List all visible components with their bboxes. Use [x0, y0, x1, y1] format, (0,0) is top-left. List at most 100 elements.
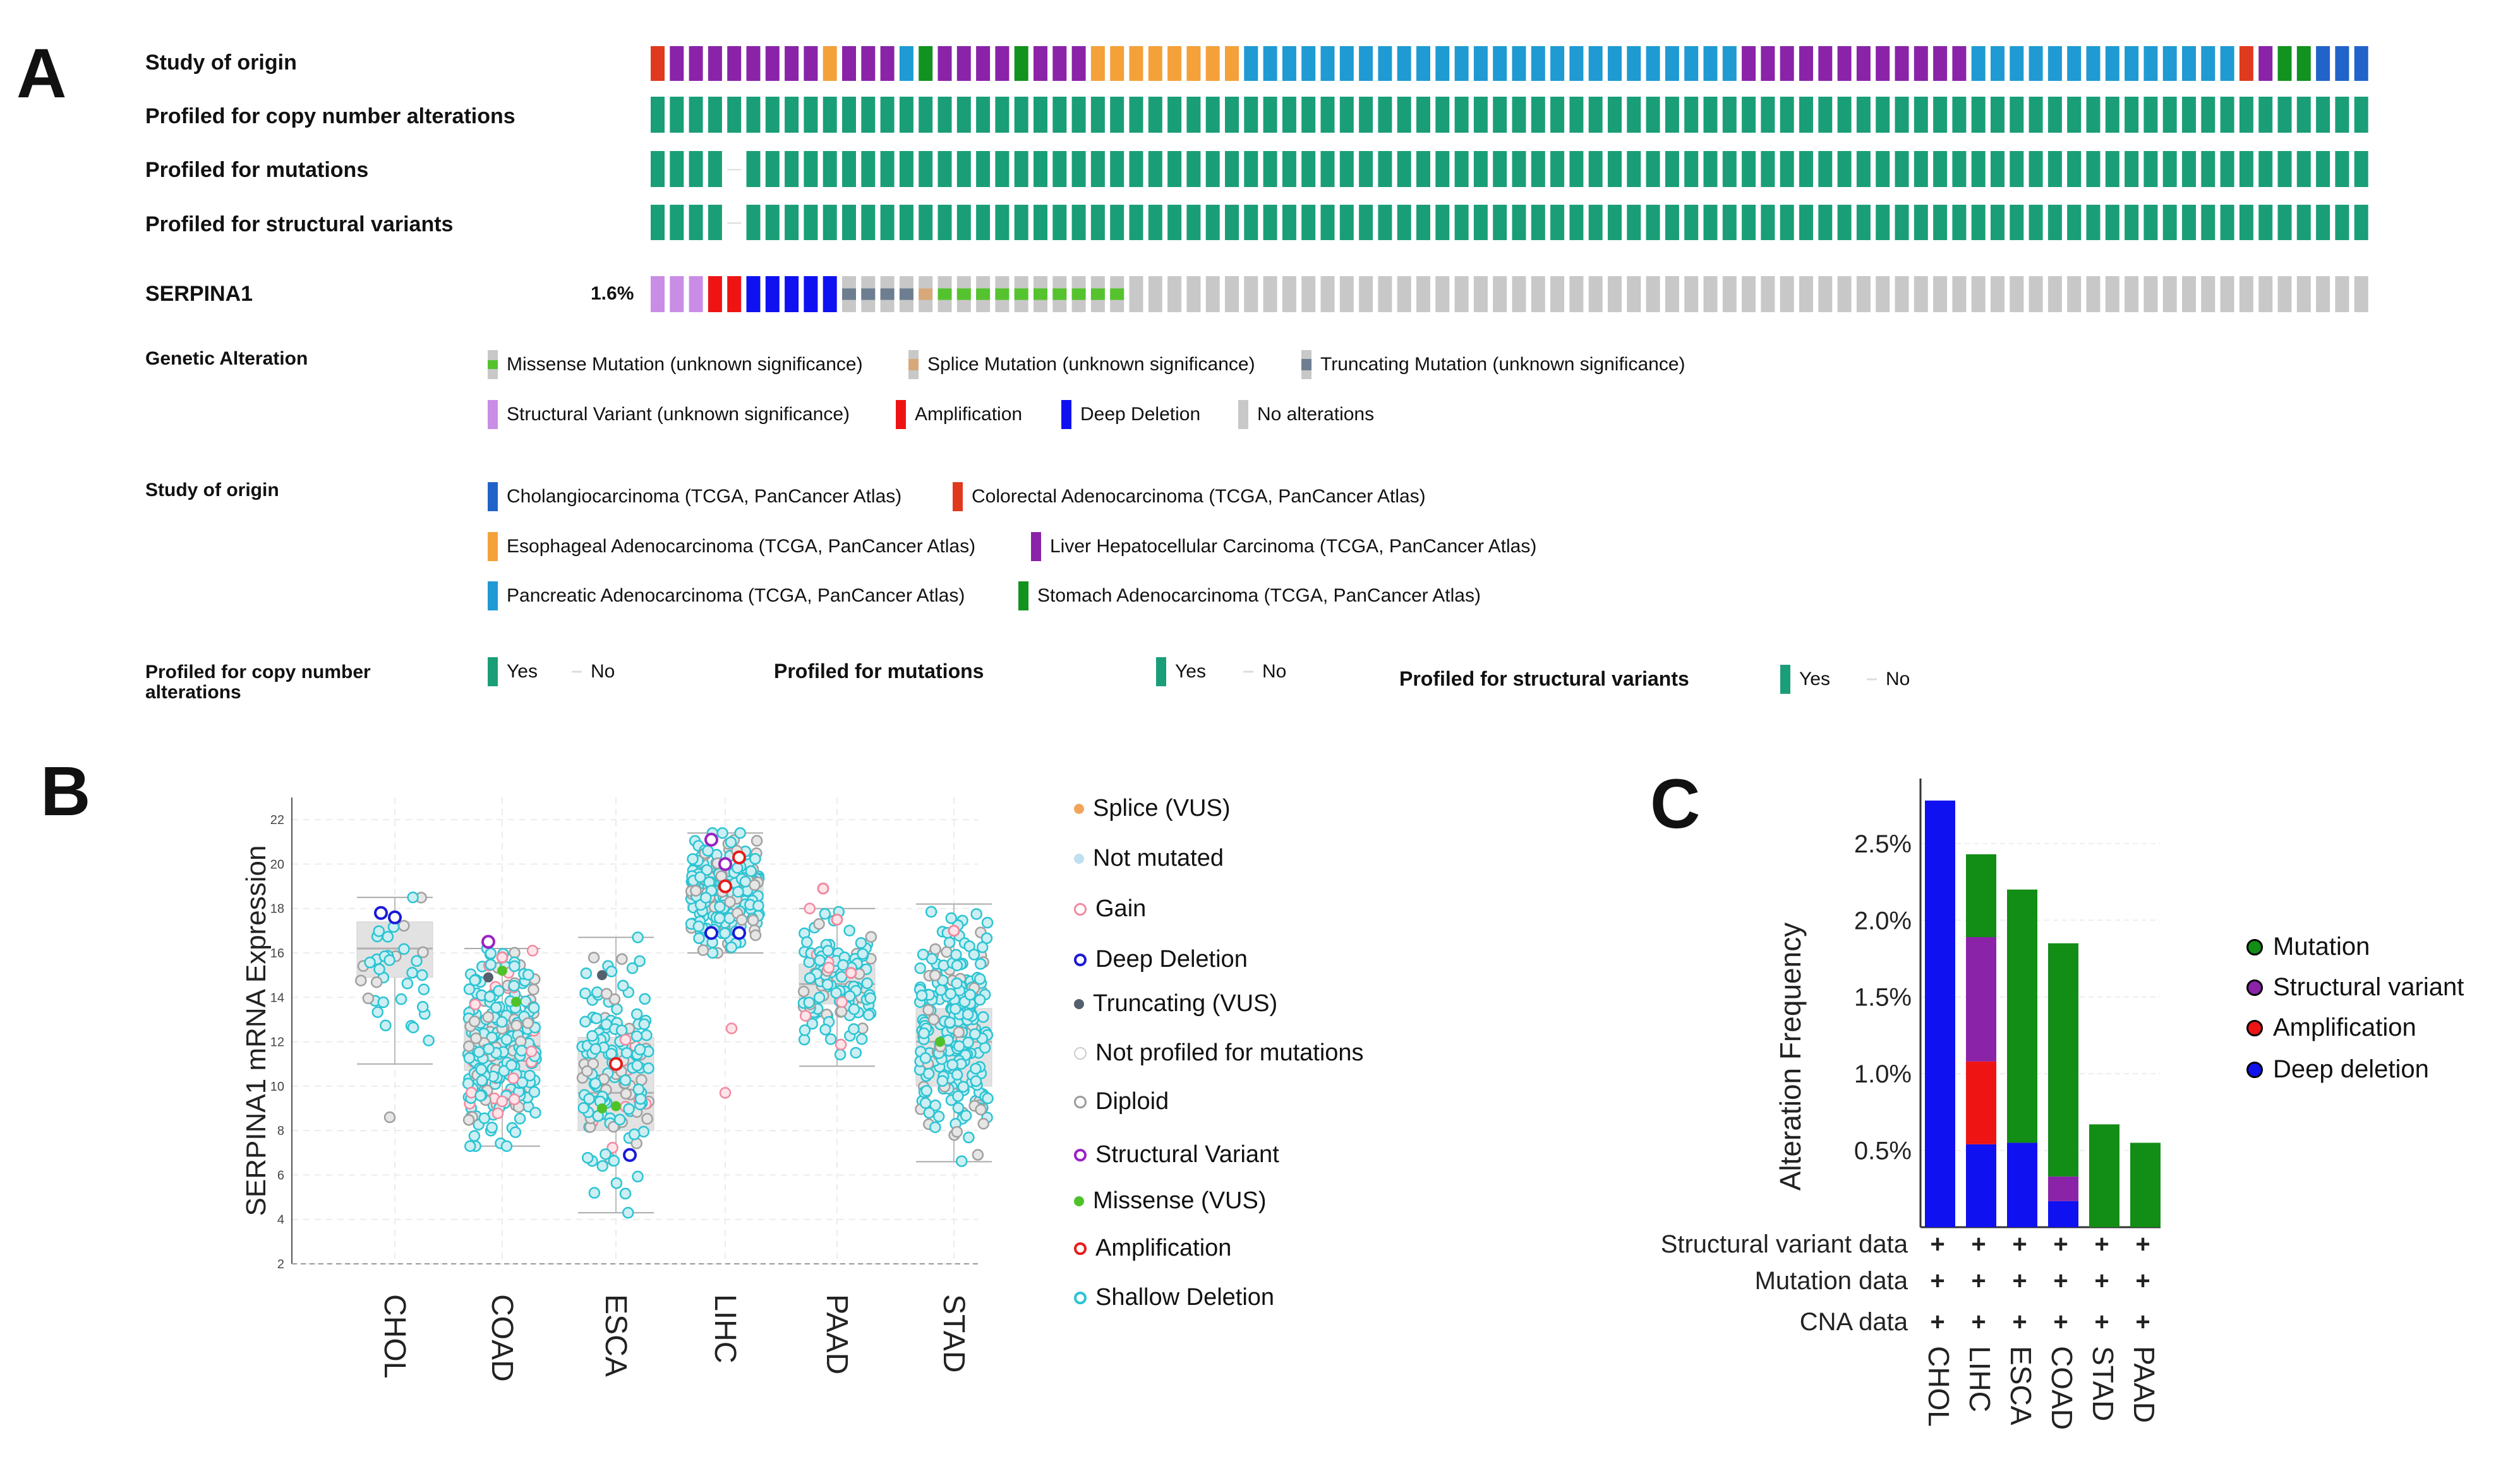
mut-profiled-cell [1991, 151, 2005, 187]
sv-profiled-cell [1359, 205, 1373, 240]
amplification-point [718, 879, 732, 894]
study-cell [1780, 46, 1794, 81]
sv-profiled-cell [1378, 205, 1392, 240]
study-cell [1799, 46, 1813, 81]
study-cell [1378, 46, 1392, 81]
cna-profiled-cell [2143, 97, 2158, 133]
gene-noalt-cell [1588, 276, 1603, 312]
gene-noalt-cell [2125, 276, 2139, 312]
sample-point [932, 1110, 945, 1123]
study-cell [1837, 46, 1852, 81]
cna-profiled-cell [1856, 97, 1871, 133]
gene-alteration-cell [727, 276, 742, 312]
sv-profiled-cell [1799, 205, 1813, 240]
y-tick-label: 4 [277, 1213, 284, 1227]
mut-profiled-cell [1225, 151, 1239, 187]
gene-noalt-cell [1397, 276, 1411, 312]
missense-point [511, 997, 521, 1007]
mut-profiled-cell [1186, 151, 1201, 187]
gene-alteration-cell [823, 276, 837, 312]
sample-point [969, 1028, 981, 1040]
mut-profiled-cell [2201, 151, 2216, 187]
gene-alteration-cell [670, 276, 684, 312]
sample-point [941, 946, 953, 958]
sample-point [634, 1043, 646, 1056]
mut-profiled-cell [708, 151, 722, 187]
sv-profiled-cell [1742, 205, 1756, 240]
gene-noalt-cell [2143, 276, 2158, 312]
gene-alteration-cell [651, 276, 665, 312]
sample-point [799, 1010, 812, 1022]
mut-profiled-cell [899, 151, 913, 187]
sample-point [485, 959, 497, 971]
gene-noalt-cell [2220, 276, 2234, 312]
sample-point [526, 945, 539, 957]
legend-b-not-mutated: Not mutated [1074, 845, 1224, 872]
cna-profiled-cell [861, 97, 876, 133]
legend-b-missense: Missense (VUS) [1074, 1187, 1267, 1215]
mut-profiled-cell [2258, 151, 2273, 187]
legend-b-structural-variant: Structural Variant [1074, 1141, 1279, 1168]
study-cell [2316, 46, 2330, 81]
sample-point [463, 983, 476, 995]
bar-segment-deep-deletion [2048, 1201, 2078, 1227]
sv-profiled-cell [1914, 205, 1928, 240]
sample-point [382, 931, 394, 943]
legend-b-truncating: Truncating (VUS) [1074, 990, 1277, 1017]
y-tick-label: 10 [270, 1080, 284, 1094]
legend-no-alterations: No alterations [1238, 400, 1374, 429]
sample-point [406, 967, 418, 979]
bar-segment-mutation [2089, 1124, 2119, 1227]
cna-profiled-cell [765, 97, 780, 133]
study-cell [1550, 46, 1565, 81]
sample-point [749, 929, 762, 942]
table-plus-mark: + [2135, 1308, 2150, 1336]
gene-noalt-cell [1512, 276, 1526, 312]
sample-point [623, 1103, 635, 1115]
sample-point [478, 1112, 490, 1124]
y-tick-label: 16 [270, 947, 284, 961]
sv-profiled-cell [1052, 205, 1067, 240]
mut-profiled-cell [2354, 151, 2368, 187]
table-plus-mark: + [2135, 1230, 2150, 1258]
sample-point [474, 1089, 486, 1102]
sample-point [974, 958, 987, 970]
table-plus-mark: + [2094, 1308, 2109, 1336]
truncating-point [597, 970, 607, 981]
table-plus-mark: + [2012, 1267, 2027, 1295]
sv-profiled-cell [689, 205, 703, 240]
cna-profiled-cell [1090, 97, 1105, 133]
legend-mut-no: No [1243, 657, 1286, 686]
mut-profiled-cell [1301, 151, 1316, 187]
y-axis-label: SERPINA1 mRNA Expression [241, 846, 272, 1216]
legend-b-deep-deletion: Deep Deletion [1074, 946, 1248, 973]
mut-profiled-cell [1416, 151, 1430, 187]
cna-profiled-cell [1933, 97, 1948, 133]
sample-point [914, 962, 926, 974]
sample-point [801, 936, 813, 949]
cna-profiled-cell [689, 97, 703, 133]
sample-point [469, 974, 481, 986]
sample-point [509, 1126, 522, 1138]
sample-point [929, 969, 941, 981]
stad-swatch [1018, 581, 1028, 610]
mut-profiled-cell [2182, 151, 2196, 187]
cna-profiled-cell [1608, 97, 1622, 133]
x-tick-label: STAD [2087, 1346, 2119, 1421]
sv-profiled-cell [1818, 205, 1833, 240]
study-cell [1818, 46, 1833, 81]
cna-profiled-cell [1991, 97, 2005, 133]
sv-profiled-cell [1071, 205, 1086, 240]
legend-cna-no: No [572, 657, 615, 686]
mut-profiled-cell [689, 151, 703, 187]
mut-profiled-cell [823, 151, 837, 187]
cna-profiled-cell [2296, 97, 2311, 133]
sample-point [797, 985, 810, 998]
table-row-label: Structural variant data [1661, 1230, 1908, 1258]
table-plus-mark: + [1930, 1267, 1944, 1295]
study-cell [2125, 46, 2139, 81]
study-cell [1110, 46, 1124, 81]
sample-point [732, 886, 744, 898]
legend-amplification: Amplification [896, 400, 1022, 429]
mut-profiled-cell [1148, 151, 1162, 187]
